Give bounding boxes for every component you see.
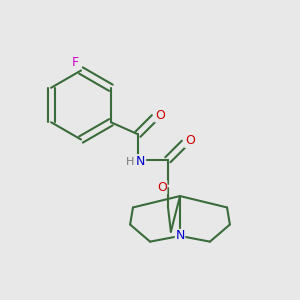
Text: O: O bbox=[155, 109, 165, 122]
Text: N: N bbox=[136, 155, 146, 168]
Text: N: N bbox=[175, 230, 185, 242]
Text: F: F bbox=[72, 56, 79, 70]
Text: O: O bbox=[157, 181, 167, 194]
Text: H: H bbox=[126, 157, 135, 167]
Text: O: O bbox=[185, 134, 195, 147]
